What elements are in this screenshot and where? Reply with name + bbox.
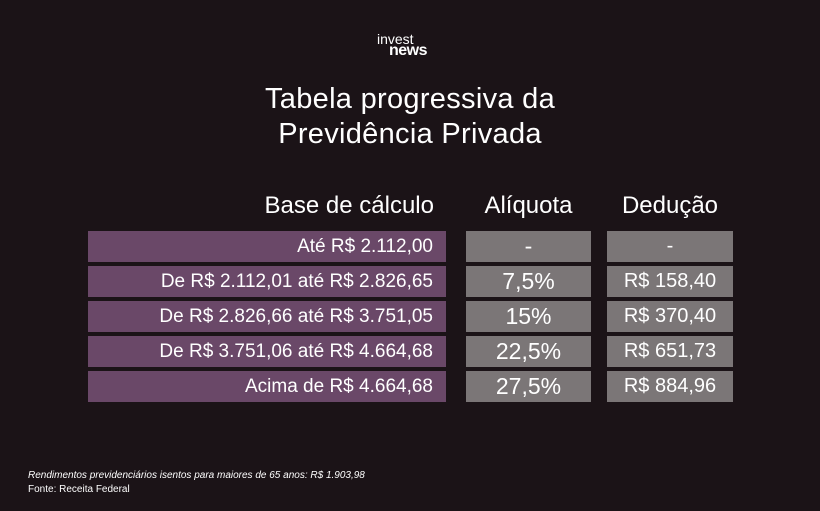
cell-aliquota: 22,5% [466, 336, 591, 367]
footer: Rendimentos previdenciários isentos para… [28, 469, 365, 497]
table-row: De R$ 2.112,01 até R$ 2.826,65 7,5% R$ 1… [0, 266, 820, 297]
footer-note: Rendimentos previdenciários isentos para… [28, 470, 365, 481]
cell-deducao: R$ 651,73 [607, 336, 733, 367]
cell-base: Acima de R$ 4.664,68 [88, 371, 446, 402]
cell-base: De R$ 2.826,66 até R$ 3.751,05 [88, 301, 446, 332]
cell-aliquota: 15% [466, 301, 591, 332]
cell-base: Até R$ 2.112,00 [88, 231, 446, 262]
cell-deducao: R$ 158,40 [607, 266, 733, 297]
title-line-1: Tabela progressiva da [264, 83, 556, 115]
table-row: De R$ 2.826,66 até R$ 3.751,05 15% R$ 37… [0, 301, 820, 332]
cell-deducao: R$ 884,96 [607, 371, 733, 402]
investnews-logo: invest news [377, 32, 443, 62]
page-title: Tabela progressiva da Previdência Privad… [0, 82, 820, 152]
title-line-2: Previdência Privada [278, 118, 542, 150]
logo-line-news: news [389, 42, 428, 59]
logo-line-invest: invest [377, 31, 414, 47]
cell-aliquota: 27,5% [466, 371, 591, 402]
cell-deducao: - [607, 231, 733, 262]
footer-source: Fonte: Receita Federal [28, 484, 130, 495]
table-row: Acima de R$ 4.664,68 27,5% R$ 884,96 [0, 371, 820, 402]
cell-base: De R$ 3.751,06 até R$ 4.664,68 [88, 336, 446, 367]
header-deducao: Dedução [621, 192, 719, 219]
table-row: Até R$ 2.112,00 - - [0, 231, 820, 262]
header-aliquota: Alíquota [484, 192, 573, 219]
cell-deducao: R$ 370,40 [607, 301, 733, 332]
cell-base: De R$ 2.112,01 até R$ 2.826,65 [88, 266, 446, 297]
cell-aliquota: 7,5% [466, 266, 591, 297]
table-row: De R$ 3.751,06 até R$ 4.664,68 22,5% R$ … [0, 336, 820, 367]
header-base-de-calculo: Base de cálculo [264, 192, 434, 219]
cell-aliquota: - [466, 231, 591, 262]
